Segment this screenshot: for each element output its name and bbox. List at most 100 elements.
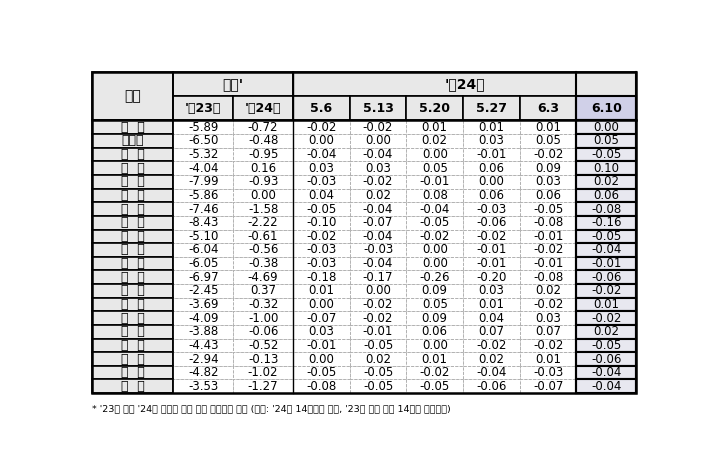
- Bar: [350, 257, 406, 271]
- Text: -7.99: -7.99: [188, 176, 219, 188]
- Text: 0.01: 0.01: [535, 352, 561, 366]
- Text: 전  국: 전 국: [121, 121, 144, 134]
- Bar: [233, 338, 293, 352]
- Bar: [233, 257, 293, 271]
- Bar: [173, 216, 233, 229]
- Bar: [233, 189, 293, 202]
- Bar: [92, 120, 173, 134]
- Bar: [293, 216, 350, 229]
- Bar: [406, 202, 463, 216]
- Bar: [350, 298, 406, 311]
- Text: -0.52: -0.52: [248, 339, 278, 352]
- Text: 전  남: 전 남: [121, 339, 144, 352]
- Bar: [173, 366, 233, 380]
- Text: -6.05: -6.05: [188, 257, 219, 270]
- Bar: [350, 338, 406, 352]
- Bar: [293, 271, 350, 284]
- Text: 0.02: 0.02: [365, 352, 391, 366]
- Text: -8.43: -8.43: [188, 216, 219, 229]
- Bar: [233, 120, 293, 134]
- Text: -5.86: -5.86: [188, 189, 219, 202]
- Text: -2.45: -2.45: [188, 285, 219, 297]
- Bar: [350, 366, 406, 380]
- Text: -0.05: -0.05: [591, 339, 621, 352]
- Text: -0.01: -0.01: [591, 257, 621, 270]
- Bar: [350, 96, 406, 120]
- Bar: [463, 175, 520, 189]
- Text: -0.06: -0.06: [591, 271, 621, 284]
- Bar: [293, 298, 350, 311]
- Text: 0.02: 0.02: [535, 285, 561, 297]
- Text: 5.13: 5.13: [363, 102, 393, 115]
- Bar: [173, 380, 233, 393]
- Bar: [293, 243, 350, 257]
- Bar: [233, 298, 293, 311]
- Text: -0.04: -0.04: [363, 203, 393, 216]
- Text: -0.05: -0.05: [306, 366, 337, 379]
- Bar: [520, 243, 577, 257]
- Bar: [92, 243, 173, 257]
- Text: 0.03: 0.03: [308, 161, 334, 175]
- Text: * '23년 또는 '24년 누계는 전년 동일 주차까지 산정 (예시: '24년 14주차의 경우, '23년 수치 또한 14주차 누계치임): * '23년 또는 '24년 누계는 전년 동일 주차까지 산정 (예시: '2…: [92, 404, 450, 413]
- Text: 0.02: 0.02: [365, 189, 391, 202]
- Bar: [173, 120, 233, 134]
- Text: 0.01: 0.01: [594, 298, 619, 311]
- Text: -0.02: -0.02: [306, 121, 337, 134]
- Bar: [463, 311, 520, 325]
- Bar: [350, 161, 406, 175]
- Bar: [463, 243, 520, 257]
- Text: -0.06: -0.06: [476, 216, 507, 229]
- Bar: [463, 161, 520, 175]
- Text: 대  구: 대 구: [121, 216, 144, 229]
- Text: 0.00: 0.00: [422, 243, 448, 256]
- Text: -0.05: -0.05: [363, 380, 393, 393]
- Text: 0.03: 0.03: [479, 134, 504, 147]
- Bar: [293, 120, 350, 134]
- Bar: [293, 311, 350, 325]
- Text: -0.18: -0.18: [306, 271, 337, 284]
- Bar: [233, 380, 293, 393]
- Text: 0.02: 0.02: [422, 134, 448, 147]
- Bar: [173, 134, 233, 148]
- Text: -5.89: -5.89: [188, 121, 219, 134]
- Bar: [406, 366, 463, 380]
- Text: -1.27: -1.27: [248, 380, 278, 393]
- Bar: [92, 216, 173, 229]
- Bar: [577, 148, 636, 161]
- Bar: [233, 366, 293, 380]
- Text: 광  주: 광 주: [121, 230, 144, 243]
- Bar: [233, 134, 293, 148]
- Text: 5.27: 5.27: [476, 102, 507, 115]
- Text: -0.04: -0.04: [306, 148, 337, 161]
- Text: 지  방: 지 방: [121, 148, 144, 161]
- Text: 0.06: 0.06: [535, 189, 561, 202]
- Bar: [233, 161, 293, 175]
- Text: -0.02: -0.02: [420, 230, 450, 243]
- Text: -0.01: -0.01: [476, 243, 507, 256]
- Text: -0.05: -0.05: [420, 380, 450, 393]
- Text: 0.00: 0.00: [365, 285, 391, 297]
- Bar: [350, 120, 406, 134]
- Bar: [520, 120, 577, 134]
- Text: '곳24년: '곳24년: [444, 77, 485, 91]
- Text: -0.04: -0.04: [363, 230, 393, 243]
- Text: 0.05: 0.05: [594, 134, 619, 147]
- Bar: [463, 229, 520, 243]
- Bar: [92, 284, 173, 298]
- Bar: [520, 216, 577, 229]
- Bar: [520, 229, 577, 243]
- Bar: [406, 271, 463, 284]
- Bar: [350, 189, 406, 202]
- Bar: [463, 134, 520, 148]
- Text: -0.01: -0.01: [306, 339, 337, 352]
- Text: -0.02: -0.02: [533, 339, 563, 352]
- Bar: [92, 175, 173, 189]
- Text: -0.32: -0.32: [248, 298, 278, 311]
- Text: 0.00: 0.00: [479, 176, 504, 188]
- Bar: [406, 325, 463, 338]
- Bar: [406, 216, 463, 229]
- Text: -0.04: -0.04: [591, 243, 621, 256]
- Text: 0.05: 0.05: [422, 161, 448, 175]
- Text: -3.53: -3.53: [188, 380, 219, 393]
- Bar: [406, 352, 463, 366]
